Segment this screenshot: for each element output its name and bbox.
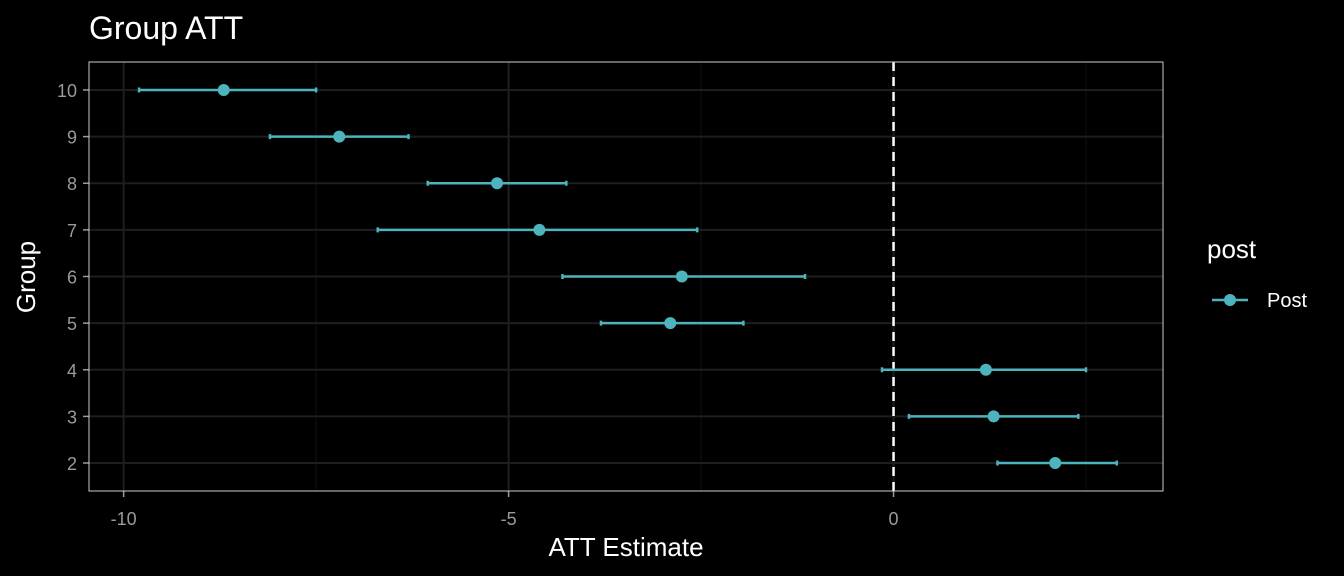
legend-title: post (1207, 234, 1257, 264)
point-group-4 (979, 363, 992, 376)
panel-border (88, 61, 1164, 492)
legend-key-point (1224, 294, 1236, 306)
point-group-5 (664, 317, 677, 330)
y-tick-label: 9 (67, 128, 77, 148)
y-tick-label: 4 (67, 361, 77, 381)
y-tick-label: 2 (67, 454, 77, 474)
marks-layer (137, 62, 1119, 491)
point-group-3 (987, 410, 1000, 423)
point-group-10 (217, 83, 230, 96)
y-tick-label: 5 (67, 314, 77, 334)
point-group-6 (675, 270, 688, 283)
y-tick-label: 10 (57, 81, 77, 101)
x-tick-label: 0 (889, 509, 899, 529)
point-group-9 (333, 130, 346, 143)
y-axis-title: Group (11, 241, 41, 313)
point-group-8 (491, 177, 504, 190)
x-axis-title: ATT Estimate (548, 532, 703, 562)
legend: post Post (1207, 234, 1307, 312)
y-tick-label: 7 (67, 221, 77, 241)
y-tick-label: 3 (67, 407, 77, 427)
point-group-2 (1049, 457, 1062, 470)
legend-label-post: Post (1267, 290, 1307, 312)
grid-layer (89, 62, 1163, 491)
axes-layer: -10 -5 0 2 3 4 5 6 7 8 9 10 (57, 81, 899, 529)
point-group-7 (533, 223, 546, 236)
chart-title: Group ATT (89, 10, 243, 46)
legend-key-post (1212, 294, 1248, 306)
y-tick-label: 6 (67, 268, 77, 288)
x-tick-label: -10 (111, 509, 137, 529)
x-tick-label: -5 (501, 509, 517, 529)
y-tick-label: 8 (67, 174, 77, 194)
